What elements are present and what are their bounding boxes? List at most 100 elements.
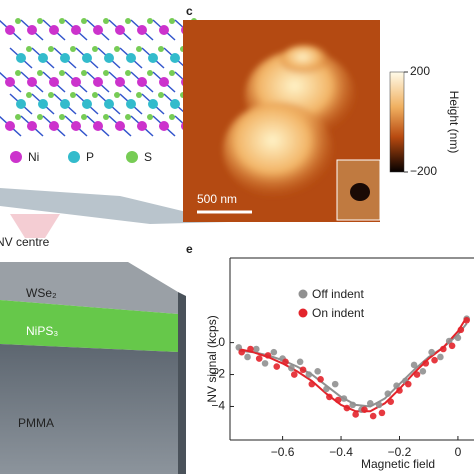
data-point (326, 393, 333, 401)
legend-label: Ni (28, 150, 39, 164)
fit-line (238, 316, 468, 413)
data-point (296, 358, 304, 366)
atom-s (59, 18, 65, 24)
legend-label: S (144, 150, 152, 164)
atom-s (81, 114, 87, 120)
atom (170, 99, 180, 109)
data-point (247, 345, 254, 353)
data-point (422, 360, 430, 367)
data-point (255, 355, 263, 362)
atom-s (48, 46, 54, 52)
atom-s (125, 70, 131, 76)
block-side (178, 292, 186, 474)
data-point (454, 334, 462, 342)
data-point (252, 345, 260, 353)
data-point (393, 382, 400, 390)
data-point (288, 364, 295, 372)
data-point (431, 356, 438, 364)
atom (126, 53, 136, 63)
atom-s (92, 92, 98, 98)
atom (137, 25, 147, 35)
atom-s (136, 46, 142, 52)
data-point (448, 342, 456, 350)
colorbar-label: Height (nm) (447, 91, 461, 154)
x-tick-label: −0.6 (271, 445, 295, 459)
data-point (261, 360, 269, 367)
data-point (331, 380, 339, 388)
data-point (349, 401, 357, 409)
data-point (437, 353, 444, 361)
data-point (366, 399, 374, 407)
data-point (375, 401, 383, 409)
fit-line (238, 322, 468, 408)
atom (16, 53, 26, 63)
atom-s (15, 70, 21, 76)
inset-hole (350, 183, 370, 201)
atom (159, 25, 169, 35)
atom-s (37, 70, 43, 76)
atom (71, 25, 81, 35)
data-point (387, 398, 395, 405)
colorbar-tick-label: 200 (410, 64, 430, 78)
atom (159, 121, 169, 131)
cantilever (0, 188, 228, 224)
data-point (396, 387, 403, 394)
data-point (308, 380, 316, 388)
atom-s (59, 70, 65, 76)
atom (60, 53, 70, 63)
atom (126, 99, 136, 109)
atom (115, 25, 125, 35)
atom-s (136, 92, 142, 98)
nips3-label: NiPS₃ (26, 324, 58, 338)
atom-s (59, 114, 65, 120)
y-axis-label: NV signal (kcps) (205, 315, 219, 402)
legend-label: Off indent (312, 287, 364, 301)
data-point (323, 385, 330, 393)
colorbar (389, 71, 405, 173)
panel-label: e (186, 242, 193, 256)
atom (16, 99, 26, 109)
colorbar-tick-label: −200 (410, 164, 437, 178)
atom (38, 99, 48, 109)
atom (27, 121, 37, 131)
atom (115, 121, 125, 131)
crystal-structure (0, 18, 209, 137)
data-point (238, 348, 245, 356)
data-point (290, 371, 298, 378)
atom (5, 25, 15, 35)
atom (38, 53, 48, 63)
data-point (299, 366, 307, 374)
atom-s (103, 18, 109, 24)
data-point (317, 376, 324, 383)
data-point (235, 344, 243, 351)
x-tick-label: −0.2 (388, 445, 412, 459)
wse2-label: WSe₂ (26, 286, 57, 300)
atom-s (158, 46, 164, 52)
legend-marker (298, 308, 308, 318)
data-point (440, 345, 447, 353)
atom-s (169, 70, 175, 76)
atom-s (103, 114, 109, 120)
atom (27, 77, 37, 87)
atom-s (37, 114, 43, 120)
y-tick-label: −4 (211, 399, 225, 413)
atom (49, 121, 59, 131)
laser-beam (10, 214, 60, 238)
x-tick-label: −0.4 (329, 445, 353, 459)
atom-s (15, 18, 21, 24)
data-point (413, 371, 421, 378)
atom (5, 77, 15, 87)
y-tick-label: 0 (218, 335, 225, 349)
atom (49, 25, 59, 35)
data-point (404, 380, 412, 388)
atom-s (103, 70, 109, 76)
pmma-label: PMMA (18, 416, 54, 430)
data-point (419, 368, 427, 375)
legend-marker (10, 151, 22, 163)
atom-s (48, 92, 54, 98)
panel-label: c (186, 4, 193, 18)
data-point (273, 363, 281, 370)
atom-s (114, 46, 120, 52)
atom-s (70, 46, 76, 52)
